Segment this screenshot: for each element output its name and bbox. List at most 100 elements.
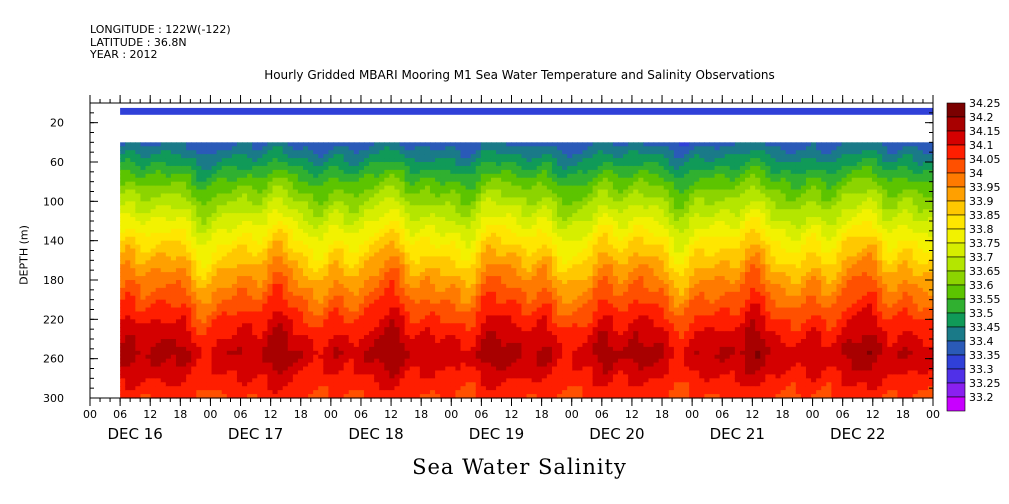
heatmap-cell — [470, 303, 477, 309]
heatmap-cell — [435, 146, 441, 151]
heatmap-cell — [333, 319, 340, 324]
heatmap-cell — [490, 366, 497, 372]
heatmap-cell — [358, 169, 365, 175]
heatmap-cell — [338, 342, 345, 348]
heatmap-cell — [262, 165, 269, 171]
heatmap-cell — [313, 228, 319, 234]
heatmap-cell — [475, 177, 482, 183]
heatmap-cell — [480, 221, 487, 226]
heatmap-cell — [445, 307, 451, 313]
heatmap-cell — [389, 299, 396, 305]
heatmap-cell — [257, 295, 263, 301]
heatmap-cell — [196, 221, 202, 226]
heatmap-cell — [424, 370, 431, 375]
heatmap-cell — [323, 224, 330, 230]
heatmap-cell — [211, 331, 218, 336]
heatmap-cell — [160, 248, 167, 254]
heatmap-cell — [287, 213, 294, 218]
heatmap-cell — [216, 197, 223, 202]
heatmap-cell — [160, 303, 167, 309]
heatmap-cell — [374, 193, 380, 198]
heatmap-cell — [435, 221, 441, 226]
heatmap-cell — [135, 382, 142, 387]
heatmap-cell — [297, 295, 304, 301]
heatmap-cell — [445, 146, 451, 151]
heatmap-cell — [175, 315, 182, 320]
heatmap-cell — [430, 173, 436, 179]
heatmap-cell — [435, 374, 441, 379]
heatmap-cell — [257, 256, 263, 261]
heatmap-cell — [394, 272, 401, 277]
heatmap-cell — [231, 154, 238, 159]
heatmap-cell — [206, 350, 213, 356]
heatmap-cell — [353, 181, 360, 187]
heatmap-cell — [226, 189, 233, 195]
heatmap-cell — [313, 193, 319, 198]
heatmap-cell — [369, 291, 375, 297]
heatmap-cell — [384, 370, 390, 375]
heatmap-cell — [379, 390, 385, 395]
heatmap-cell — [297, 350, 304, 356]
heatmap-cell — [414, 311, 421, 316]
heatmap-cell — [475, 346, 482, 352]
heatmap-cell — [338, 169, 345, 175]
heatmap-cell — [252, 165, 258, 171]
heatmap-cell — [399, 217, 406, 222]
heatmap-cell — [247, 280, 253, 285]
heatmap-cell — [216, 158, 223, 163]
heatmap-cell — [379, 154, 385, 159]
heatmap-cell — [435, 386, 441, 391]
heatmap-cell — [252, 311, 258, 316]
heatmap-cell — [384, 221, 390, 226]
heatmap-cell — [165, 213, 172, 218]
heatmap-cell — [160, 177, 167, 183]
heatmap-cell — [242, 358, 248, 364]
heatmap-cell — [419, 244, 426, 250]
heatmap-cell — [262, 228, 269, 234]
heatmap-cell — [369, 303, 375, 309]
heatmap-cell — [216, 162, 223, 167]
heatmap-cell — [252, 150, 258, 155]
heatmap-cell — [399, 390, 406, 395]
heatmap-cell — [435, 390, 441, 395]
heatmap-cell — [475, 173, 482, 179]
heatmap-cell — [353, 169, 360, 175]
heatmap-cell — [338, 339, 345, 344]
heatmap-cell — [501, 339, 507, 344]
heatmap-cell — [475, 256, 482, 261]
heatmap-cell — [257, 185, 263, 191]
heatmap-cell — [348, 276, 355, 281]
heatmap-cell — [120, 154, 126, 159]
heatmap-cell — [384, 256, 390, 261]
heatmap-cell — [191, 209, 197, 214]
heatmap-cell — [424, 283, 431, 289]
heatmap-cell — [455, 150, 462, 155]
heatmap-cell — [501, 193, 507, 198]
heatmap-cell — [384, 169, 390, 175]
heatmap-cell — [155, 189, 162, 195]
heatmap-cell — [242, 339, 248, 344]
heatmap-cell — [292, 315, 299, 320]
heatmap-cell — [358, 205, 365, 210]
heatmap-cell — [409, 339, 416, 344]
heatmap-cell — [475, 315, 482, 320]
heatmap-cell — [480, 201, 487, 206]
heatmap-cell — [353, 303, 360, 309]
heatmap-cell — [369, 244, 375, 250]
heatmap-cell — [409, 295, 416, 301]
heatmap-cell — [247, 358, 253, 364]
heatmap-cell — [409, 311, 416, 316]
heatmap-cell — [424, 169, 431, 175]
heatmap-cell — [435, 165, 441, 171]
heatmap-cell — [282, 283, 289, 289]
heatmap-cell — [201, 295, 208, 301]
heatmap-cell — [374, 260, 380, 265]
heatmap-cell — [414, 350, 421, 356]
heatmap-cell — [399, 319, 406, 324]
heatmap-cell — [323, 272, 330, 277]
heatmap-cell — [262, 209, 269, 214]
heatmap-cell — [414, 217, 421, 222]
heatmap-cell — [440, 319, 446, 324]
heatmap-cell — [247, 201, 253, 206]
heatmap-cell — [125, 331, 131, 336]
